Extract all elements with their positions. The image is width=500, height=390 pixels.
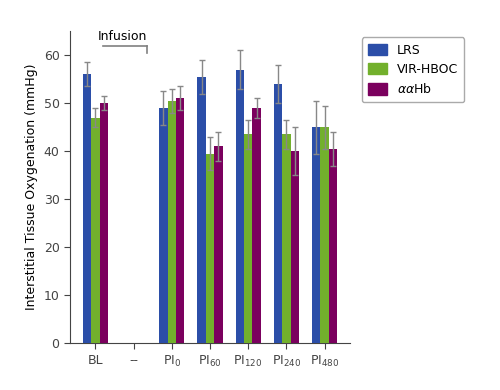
Bar [329,149,338,343]
Bar [176,98,184,343]
Bar [159,108,168,343]
Legend: LRS, VIR-HBOC, $\alpha\alpha$Hb: LRS, VIR-HBOC, $\alpha\alpha$Hb [362,37,464,103]
Bar [198,77,206,343]
Y-axis label: Interstitial Tissue Oxygenation (mmHg): Interstitial Tissue Oxygenation (mmHg) [25,64,38,310]
Bar [312,127,320,343]
Bar [206,154,214,343]
Text: Infusion: Infusion [98,30,148,43]
Bar [282,135,290,343]
Bar [320,127,329,343]
Bar [236,69,244,343]
Bar [91,118,100,343]
Bar [252,108,261,343]
Bar [214,146,222,343]
Bar [82,74,91,343]
Bar [290,151,299,343]
Bar [100,103,108,343]
Bar [274,84,282,343]
Bar [168,101,176,343]
Bar [244,135,252,343]
